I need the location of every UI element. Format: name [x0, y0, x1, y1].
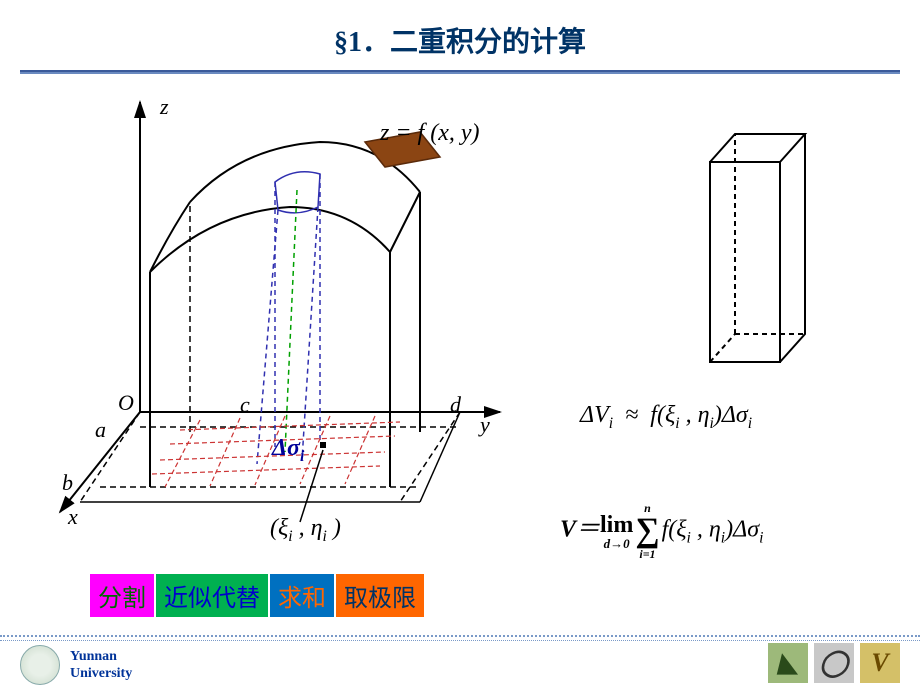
x-axis-label: x	[68, 504, 78, 530]
origin-label: O	[118, 390, 134, 416]
formula-delta-v: ΔVi ≈ f(ξi , ηi)Δσi	[580, 402, 752, 433]
prism-icon	[680, 122, 830, 382]
label-d: d	[450, 392, 461, 418]
title-divider	[20, 70, 900, 74]
nav-icon-2[interactable]: ◯	[814, 643, 854, 683]
label-a: a	[95, 417, 106, 443]
formula-volume: V＝ lim d→0 n ∑ i=1 f(ξi , ηi)Δσi	[560, 502, 763, 560]
university-logo	[20, 645, 60, 685]
nav-icon-1[interactable]: ◣	[768, 643, 808, 683]
surface-formula: z = f (x, y)	[380, 120, 480, 147]
footer-icons: ◣ ◯ V	[768, 643, 900, 683]
y-axis-label: y	[480, 412, 490, 438]
step-partition: 分割	[90, 574, 154, 617]
diagram-svg	[40, 92, 540, 552]
label-b: b	[62, 470, 73, 496]
page-title: §1．二重积分的计算	[0, 0, 920, 70]
university-name: Yunnan University	[70, 649, 132, 683]
label-c: c	[240, 392, 250, 418]
point-xi-eta: (ξi , ηi )	[270, 515, 341, 546]
step-approx: 近似代替	[156, 574, 268, 617]
univ-line2: University	[70, 666, 132, 683]
nav-icon-3[interactable]: V	[860, 643, 900, 683]
formula-area: ΔVi ≈ f(ξi , ηi)Δσi V＝ lim d→0 n ∑ i=1 f…	[580, 102, 900, 572]
step-sum: 求和	[270, 574, 334, 617]
footer: Yunnan University ◣ ◯ V	[0, 635, 920, 690]
delta-sigma-label: Δσi	[272, 435, 304, 466]
univ-line1: Yunnan	[70, 649, 132, 666]
z-axis-label: z	[160, 94, 169, 120]
main-diagram: z O y x z = f (x, y) a b c d Δσi (ξi , η…	[40, 92, 540, 552]
step-labels: 分割 近似代替 求和 取极限	[90, 574, 424, 617]
step-limit: 取极限	[336, 574, 424, 617]
content-area: z O y x z = f (x, y) a b c d Δσi (ξi , η…	[0, 82, 920, 622]
